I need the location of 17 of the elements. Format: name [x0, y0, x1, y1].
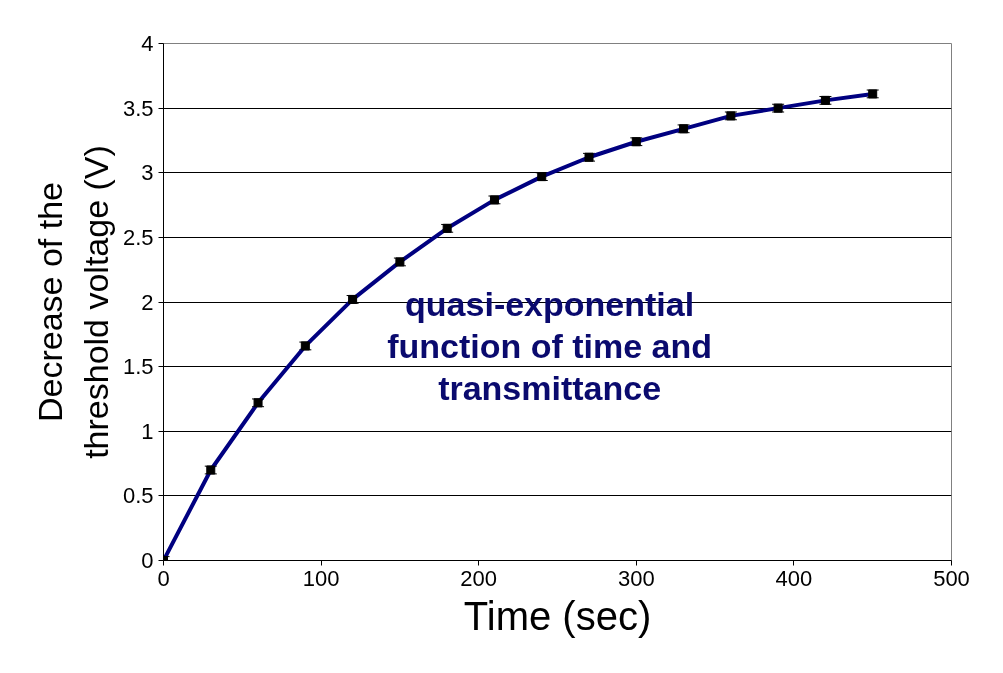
x-tick-label: 300 — [617, 565, 655, 591]
x-tick-label: 500 — [933, 565, 970, 591]
x-tick-label: 100 — [302, 565, 340, 591]
x-axis-title: Time (sec) — [463, 593, 652, 638]
y-tick-label: 2.5 — [122, 224, 154, 250]
y-tick-label: 2 — [141, 289, 154, 315]
y-axis-title: Decrease of the threshold voltage (V) — [31, 145, 115, 459]
x-tick-label: 0 — [157, 565, 170, 591]
y-tick-label: 1.5 — [122, 354, 154, 380]
x-tick-label: 200 — [460, 565, 498, 591]
y-tick-label: 0.5 — [122, 483, 154, 509]
y-tick-label: 0 — [141, 548, 154, 573]
y-tick-label: 3 — [141, 160, 154, 186]
y-tick-label: 1 — [141, 418, 154, 444]
y-tick-label: 3.5 — [122, 95, 154, 121]
y-tick-label: 4 — [141, 31, 154, 56]
x-tick-label: 400 — [775, 565, 813, 591]
